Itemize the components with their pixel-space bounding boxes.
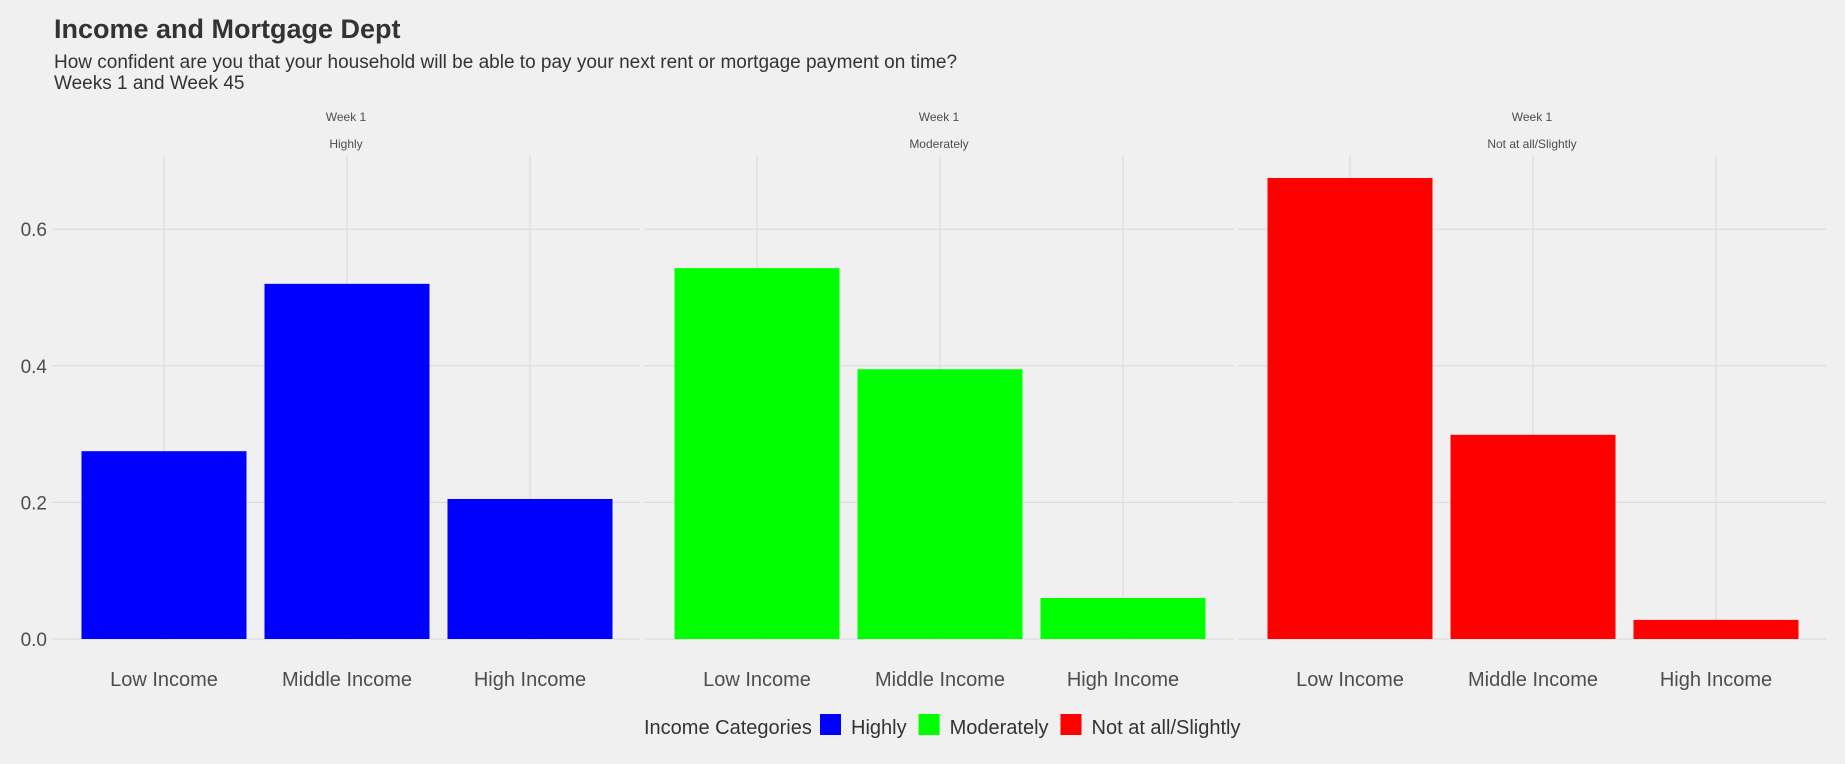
facet-strip-label: Highly <box>329 137 362 151</box>
y-tick-label: 0.2 <box>21 493 47 514</box>
facet-strip-label: Moderately <box>909 137 968 151</box>
legend-item-label: Not at all/Slightly <box>1092 717 1241 739</box>
bar <box>264 283 430 639</box>
bar <box>81 451 247 639</box>
y-tick-label: 0.4 <box>21 357 48 378</box>
y-tick-label: 0.6 <box>21 220 47 241</box>
bar <box>1040 598 1206 639</box>
subtitle-line-2: Weeks 1 and Week 45 <box>54 73 245 94</box>
x-tick-label: Middle Income <box>1468 669 1598 691</box>
subtitle-line-1: How confident are you that your househol… <box>54 52 958 73</box>
facet-strip-week: Week 1 <box>326 110 367 124</box>
facet-strip-week: Week 1 <box>1512 110 1553 124</box>
bar <box>1633 619 1799 639</box>
x-tick-label: High Income <box>1067 669 1179 691</box>
bar <box>857 369 1023 639</box>
legend-swatch <box>918 714 940 735</box>
x-tick-label: Low Income <box>1296 669 1404 691</box>
bar <box>447 498 613 639</box>
bar <box>1450 434 1616 639</box>
x-tick-label: Low Income <box>110 669 218 691</box>
legend-swatch <box>1060 714 1082 735</box>
legend-swatch <box>820 714 841 735</box>
bar <box>674 268 840 639</box>
facet-strip-label: Not at all/Slightly <box>1487 137 1576 151</box>
legend-item-label: Highly <box>851 717 907 739</box>
chart-title: Income and Mortgage Dept <box>54 14 401 44</box>
x-tick-label: High Income <box>474 669 586 691</box>
legend-title: Income Categories <box>644 717 812 739</box>
x-tick-label: Middle Income <box>282 669 412 691</box>
facet-strip-week: Week 1 <box>919 110 960 124</box>
x-tick-label: Middle Income <box>875 669 1005 691</box>
x-tick-label: High Income <box>1660 669 1772 691</box>
y-tick-label: 0.0 <box>21 630 47 651</box>
x-tick-label: Low Income <box>703 669 811 691</box>
chart-subtitle: How confident are you that your househol… <box>54 52 957 94</box>
legend-item-label: Moderately <box>950 717 1049 739</box>
bar <box>1267 177 1433 639</box>
